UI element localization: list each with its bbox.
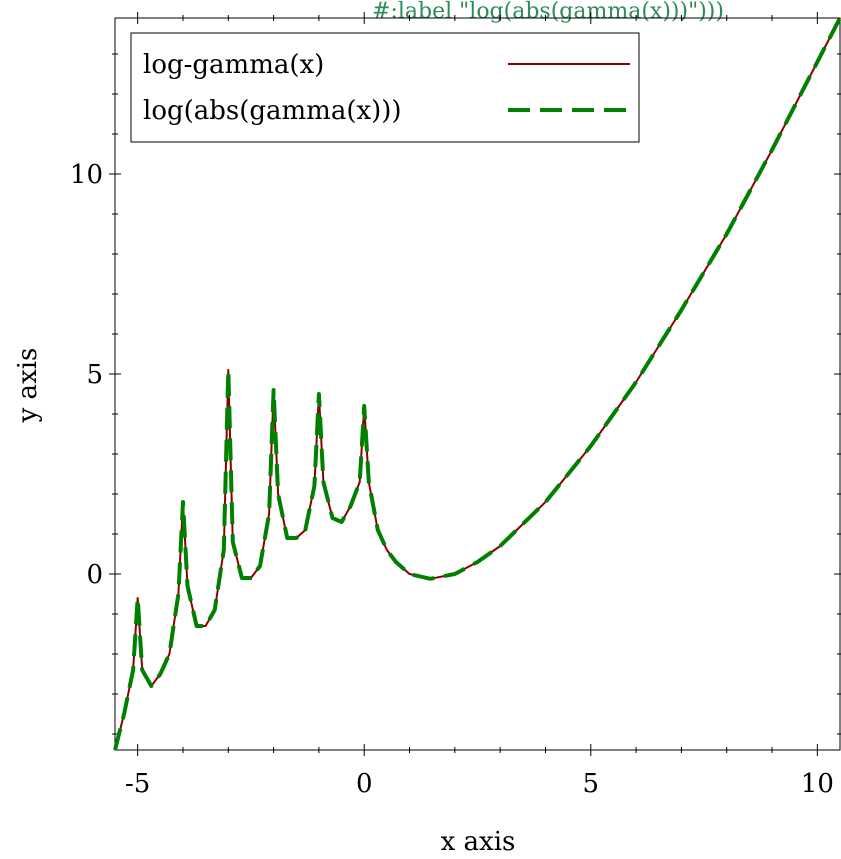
y-tick-label: 0	[86, 560, 103, 590]
legend: log-gamma(x) log(abs(gamma(x)))	[130, 32, 640, 143]
series-line-2	[113, 17, 841, 751]
y-tick-label: 10	[70, 160, 103, 190]
x-tick-label: 0	[356, 769, 373, 799]
x-axis-title: x axis	[441, 827, 516, 857]
y-tick-label: 5	[86, 360, 103, 390]
plot-frame	[114, 17, 841, 751]
x-tick-label: 5	[583, 769, 600, 799]
legend-label-series-2: log(abs(gamma(x)))	[143, 96, 402, 126]
top-label: #:label "log(abs(gamma(x)))")))	[372, 0, 724, 24]
x-tick-label: 10	[801, 769, 834, 799]
axis-ticks	[109, 12, 841, 756]
legend-box	[130, 32, 640, 143]
y-axis-title: y axis	[13, 348, 43, 424]
x-tick-label: -5	[125, 769, 150, 799]
legend-label-series-1: log-gamma(x)	[143, 50, 324, 80]
series-layer	[113, 17, 841, 751]
tick-labels: -5 0 5 10 0 5 10	[70, 160, 834, 799]
